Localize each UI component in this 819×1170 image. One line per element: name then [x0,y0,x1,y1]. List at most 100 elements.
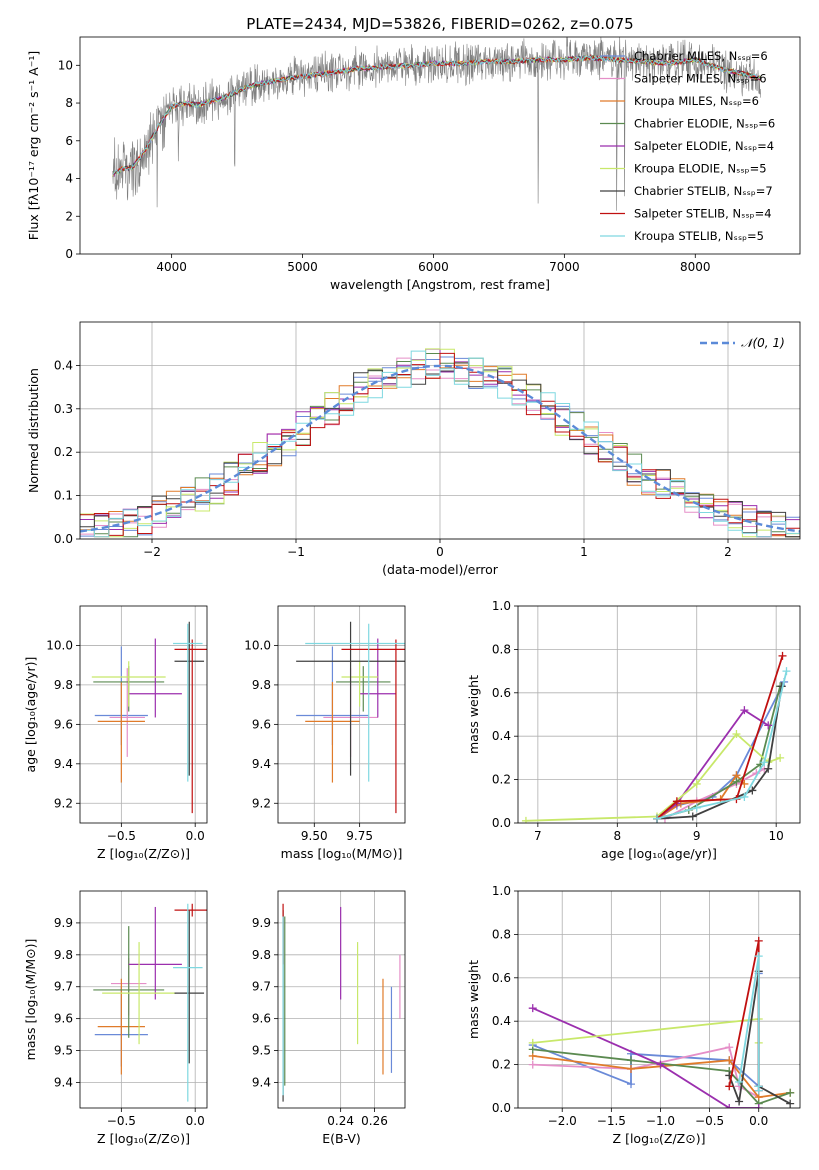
panel-mass_weight_vs_age: 7 8 9 10 0.0 0.2 0.4 0.6 0.8 1.0 age [log₁₀(age/yr… [466,599,801,861]
y-axis-label: Normed distribution [26,368,41,493]
legend-label-salpeter_stelib: Salpeter STELIB, Nₛₛₚ=4 [634,207,772,221]
y-tick-label: 9.4 [54,757,73,771]
marker-chabrier_stelib [688,812,697,821]
grid-lines [80,891,207,1108]
x-tick-label: −0.5 [107,829,136,843]
marker-chabrier_elodie [732,777,741,786]
marker-chabrier_stelib [748,786,757,795]
legend: Chabrier MILES, Nₛₛₚ=6 Salpeter MILES, Nₛ… [600,49,775,243]
histogram-kroupa_stelib [80,350,800,538]
x-axis-label: Z [log₁₀(Z/Z⊙)] [97,846,190,861]
errorbar-chabrier_stelib [174,910,205,1064]
panel-mass_vs_ebv: 0.24 0.26 9.4 9.5 9.6 9.7 9.8 9.9 E(B-V) [252,890,406,1146]
series-line-salpeter_stelib [656,655,784,820]
x-tick-label: 9.50 [301,829,328,843]
marker-kroupa_stelib [782,667,791,676]
errorbar-kroupa_stelib [305,623,405,782]
errorbar-salpeter_elodie [359,638,396,718]
errorbar-kroupa_miles [97,681,145,783]
ticks: 9.50 9.75 9.2 9.4 9.6 9.8 10.0 [244,638,373,843]
y-tick-label: 10 [58,58,73,72]
x-tick-label: 7000 [549,260,580,274]
y-tick-label: 0.6 [492,971,511,985]
errorbar-kroupa_elodie [341,661,378,707]
figure-title: PLATE=2434, MJD=53826, FIBERID=0262, z=0… [246,15,633,33]
errorbar-salpeter_stelib [341,639,405,814]
errorbar-kroupa_stelib [173,623,203,782]
legend-label-chabrier_elodie: Chabrier ELODIE, Nₛₛₚ=6 [634,117,775,131]
series-kroupa_stelib [735,952,763,1095]
errorbar-chabrier_elodie [336,666,391,712]
x-axis-label: wavelength [Angstrom, rest frame] [330,277,550,292]
legend-label-chabrier_miles: Chabrier MILES, Nₛₛₚ=6 [634,49,768,63]
x-tick-label: 5000 [287,260,318,274]
grid-lines [518,890,800,1109]
panel-mass_weight_vs_Z: −2.0 −1.5 −1.0 −0.5 0.0 0.0 0.2 0.4 0.6 0.8 1.0 Z [… [466,884,801,1146]
legend-label-salpeter_elodie: Salpeter ELODIE, Nₛₛₚ=4 [634,139,774,153]
plot-area [282,903,401,1102]
axes-frame [517,605,801,824]
y-tick-label: 9.5 [252,1044,271,1058]
marker-salpeter_stelib [754,936,763,945]
x-tick-label: −2.0 [548,1114,577,1128]
ticks: −2 −1 0 1 2 0.0 0.1 0.2 0.3 0.4 [54,358,732,559]
y-tick-label: 0.4 [492,729,511,743]
grid-lines [80,606,207,823]
errorbar-salpeter_stelib [174,639,207,814]
y-tick-label: 9.4 [252,1075,271,1089]
panel-residual_histogram: −2 −1 0 1 2 0.0 0.1 0.2 0.3 0.4 (data-model)/error… [26,321,801,577]
y-axis-label: Flux [fλ10⁻¹⁷ erg cm⁻² s⁻¹ A⁻¹] [26,51,41,240]
x-tick-label: 7 [534,829,542,843]
axes-frame [79,321,801,540]
marker-chabrier_miles [626,1080,635,1089]
legend-label-kroupa_stelib: Kroupa STELIB, Nₛₛₚ=5 [634,229,764,243]
marker-salpeter_elodie [740,706,749,715]
legend-label-chabrier_stelib: Chabrier STELIB, Nₛₛₚ=7 [634,184,773,198]
x-axis-label: (data-model)/error [382,562,499,577]
marker-chabrier_stelib [735,1097,744,1106]
model-salpeter_stelib-line [112,54,761,176]
errorbar-kroupa_elodie [91,661,166,707]
x-axis-label: E(B-V) [322,1131,361,1146]
y-tick-label: 1.0 [492,599,511,613]
marker-chabrier_elodie [626,1056,635,1065]
ticks: 7 8 9 10 0.0 0.2 0.4 0.6 0.8 1.0 [492,599,784,843]
axes-frame [79,890,208,1109]
axes-frame [79,36,801,255]
ticks: −0.5 0.0 9.4 9.5 9.6 9.7 9.8 9.9 [54,916,205,1128]
marker-kroupa_stelib [760,758,769,767]
y-tick-label: 0.2 [54,445,73,459]
series-kroupa_stelib [653,667,791,823]
ticks: −2.0 −1.5 −1.0 −0.5 0.0 0.0 0.2 0.4 0.6 0.8 1.0 [492,884,768,1128]
panel-age_vs_Z: −0.5 0.0 9.2 9.4 9.6 9.8 10.0 Z [log₁₀(Z/Z⊙)] ag… [23,605,208,861]
y-tick-label: 9.8 [54,948,73,962]
panel-age_vs_mass: 9.50 9.75 9.2 9.4 9.6 9.8 10.0 mass [log₁₀(M/M⊙… [244,605,406,861]
y-tick-label: 0.4 [54,358,73,372]
y-tick-label: 0.2 [492,773,511,787]
y-tick-label: 6 [65,134,73,148]
errorbar-salpeter_stelib [174,903,207,917]
plot-area [296,621,405,814]
y-tick-label: 9.8 [252,948,271,962]
legend-label-gaussian: 𝒩(0, 1) [741,336,785,350]
y-tick-label: 9.2 [252,796,271,810]
y-axis-label: mass weight [466,675,481,754]
x-axis-label: age [log₁₀(age/yr)] [601,846,717,861]
y-tick-label: 0.2 [492,1058,511,1072]
marker-salpeter_elodie [656,1060,665,1069]
legend-label-kroupa_elodie: Kroupa ELODIE, Nₛₛₚ=5 [634,162,767,176]
y-tick-label: 9.6 [252,717,271,731]
marker-kroupa_stelib [735,1077,744,1086]
x-tick-label: 0 [436,545,444,559]
errorbar-salpeter_elodie [128,906,182,1000]
x-tick-label: 0.26 [361,1114,388,1128]
marker-salpeter_elodie [754,1104,763,1108]
y-tick-label: 9.9 [252,916,271,930]
errorbar-chabrier_stelib [296,621,405,776]
y-axis-label: mass weight [466,960,481,1039]
marker-kroupa_stelib [653,814,662,823]
axes-frame [517,890,801,1109]
y-tick-label: 0.3 [54,402,73,416]
plot-area [93,903,207,1102]
